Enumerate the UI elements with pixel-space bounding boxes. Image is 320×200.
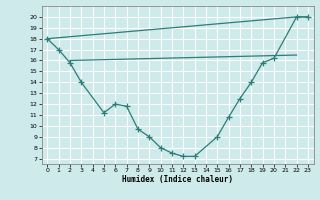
X-axis label: Humidex (Indice chaleur): Humidex (Indice chaleur) — [122, 175, 233, 184]
